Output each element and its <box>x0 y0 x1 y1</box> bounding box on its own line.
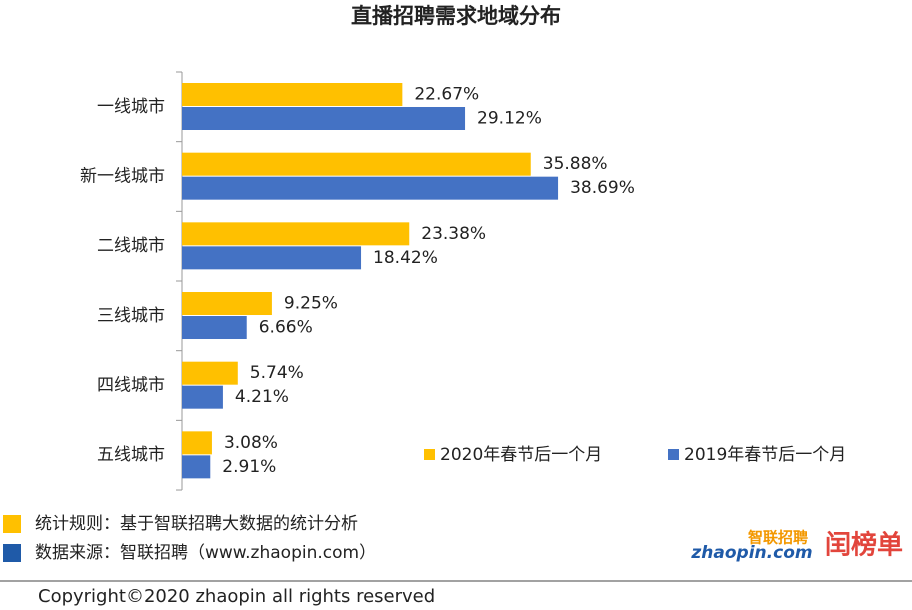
bar <box>182 107 466 130</box>
data-label: 22.67% <box>414 85 479 105</box>
data-label: 23.38% <box>421 224 486 244</box>
legend-label: 2019年春节后一个月 <box>684 445 846 465</box>
legend-label: 2020年春节后一个月 <box>440 445 602 465</box>
bar <box>182 455 211 479</box>
note-swatch <box>3 544 21 562</box>
y-tick-label: 五线城市 <box>97 445 165 465</box>
y-tick-label: 一线城市 <box>97 97 165 117</box>
data-label: 9.25% <box>284 294 338 314</box>
bar <box>182 292 272 316</box>
y-tick-label: 二线城市 <box>97 236 165 256</box>
y-tick-label: 三线城市 <box>97 306 165 326</box>
bar <box>182 152 531 176</box>
bar <box>182 222 410 246</box>
note-text: 统计规则：基于智联招聘大数据的统计分析 <box>35 514 358 534</box>
copyright: Copyright©2020 zhaopin all rights reserv… <box>38 586 435 607</box>
logo-text: 智联招聘 <box>748 529 808 547</box>
legend-swatch <box>424 449 435 460</box>
bar <box>182 431 212 455</box>
note-text: 数据来源：智联招聘（www.zhaopin.com） <box>35 543 376 563</box>
bar <box>182 83 403 106</box>
chart-title: 直播招聘需求地域分布 <box>351 4 561 28</box>
bar <box>182 361 238 385</box>
data-label: 5.74% <box>250 363 304 383</box>
bar <box>182 176 559 200</box>
logo-text: 闰榜单 <box>825 530 903 561</box>
data-label: 29.12% <box>477 109 542 129</box>
data-label: 38.69% <box>570 178 635 198</box>
bar <box>182 385 223 409</box>
y-tick-label: 新一线城市 <box>80 167 165 187</box>
data-label: 6.66% <box>259 318 313 338</box>
data-label: 2.91% <box>222 457 276 477</box>
data-label: 4.21% <box>235 387 289 407</box>
data-label: 35.88% <box>543 154 608 174</box>
y-tick-label: 四线城市 <box>97 376 165 396</box>
logo-text: zhaopin.com <box>690 543 812 563</box>
bar <box>182 246 362 270</box>
legend-swatch <box>668 449 679 460</box>
note-swatch <box>3 515 21 533</box>
bar <box>182 316 247 340</box>
data-label: 3.08% <box>224 433 278 453</box>
data-label: 18.42% <box>373 248 438 268</box>
